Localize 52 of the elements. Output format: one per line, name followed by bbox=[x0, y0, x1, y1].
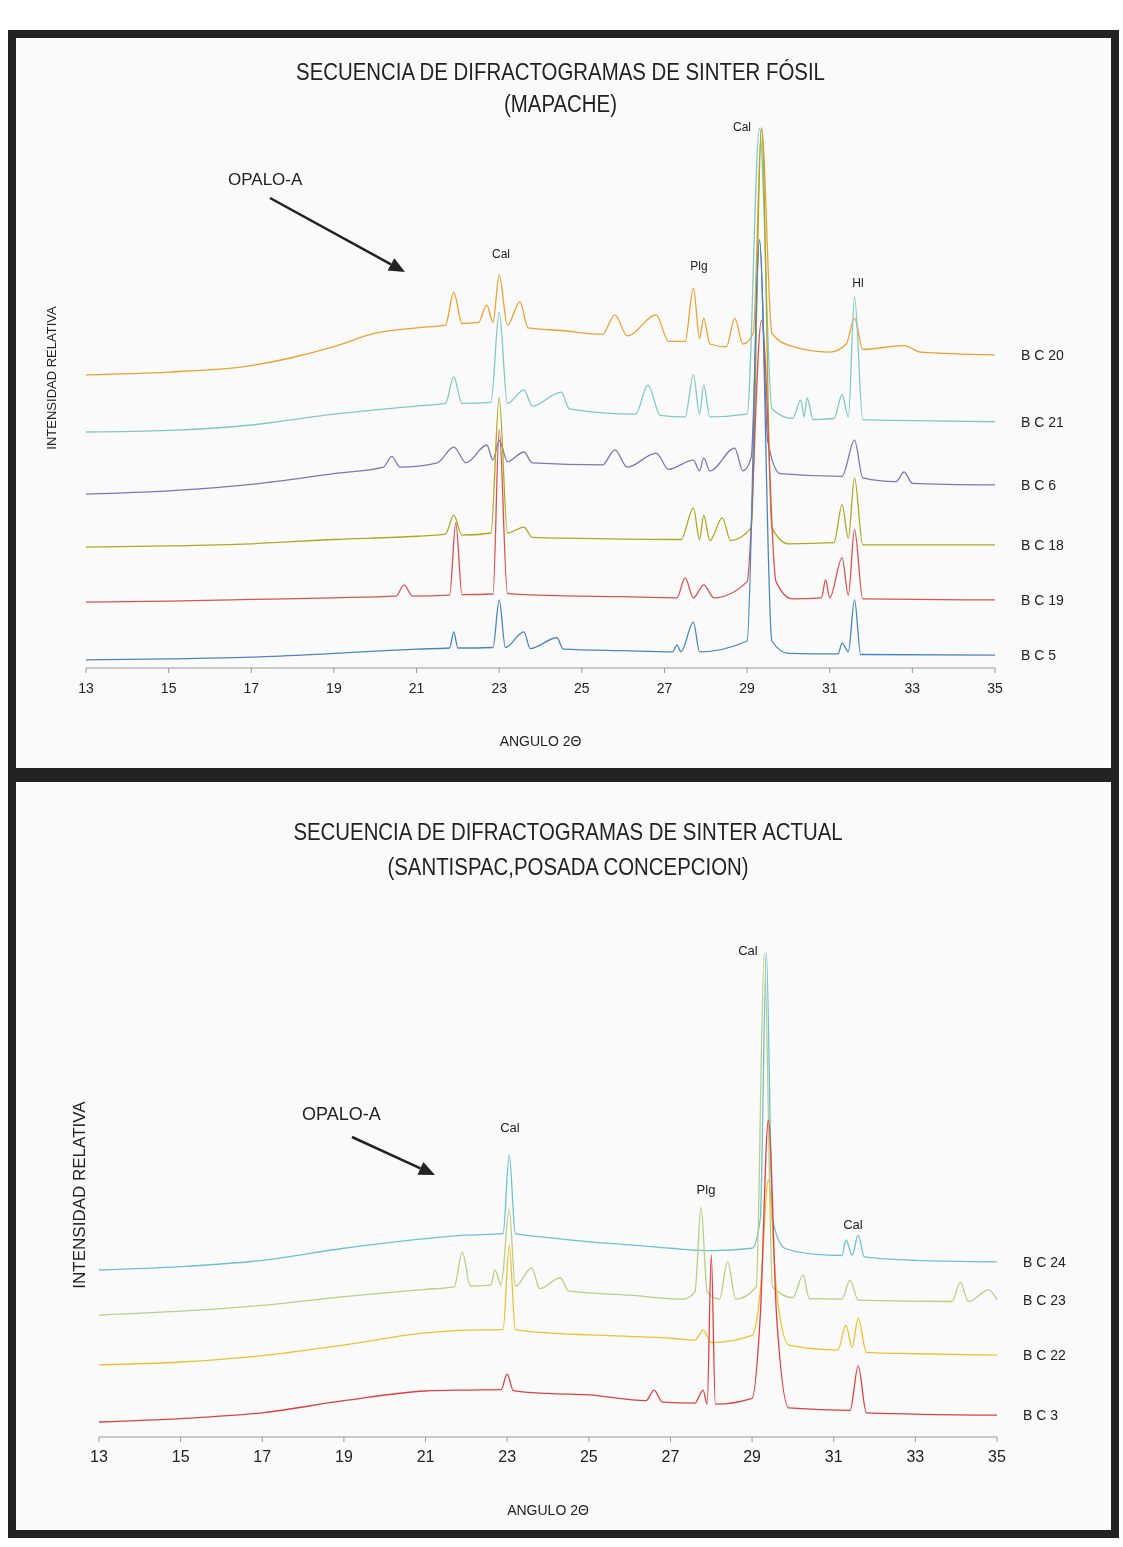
y-axis-title: INTENSIDAD RELATIVA bbox=[44, 306, 59, 450]
x-tick-label: 23 bbox=[491, 680, 508, 696]
x-tick-label: 31 bbox=[821, 680, 838, 696]
annotation: Plg bbox=[696, 1182, 716, 1197]
chart-title: SECUENCIA DE DIFRACTOGRAMAS DE SINTER FÓSIL bbox=[296, 58, 825, 86]
annotation: Cal bbox=[732, 120, 752, 134]
x-axis-title: ANGULO 2Θ bbox=[499, 733, 582, 749]
annotation: OPALO-A bbox=[302, 1104, 381, 1124]
x-tick-label: 27 bbox=[661, 1448, 680, 1465]
annotation: Cal bbox=[491, 247, 511, 261]
y-axis-title: INTENSIDAD RELATIVA bbox=[70, 1100, 89, 1289]
x-tick-label: 19 bbox=[326, 680, 342, 696]
x-tick-label: 33 bbox=[906, 1448, 925, 1465]
x-tick-label: 35 bbox=[988, 1448, 1006, 1465]
chart-title: SECUENCIA DE DIFRACTOGRAMAS DE SINTER ACTUAL bbox=[293, 818, 843, 846]
series-label: B C 19 bbox=[1021, 591, 1065, 608]
series-label: B C 5 bbox=[1021, 647, 1057, 664]
x-tick-label: 25 bbox=[579, 1448, 598, 1465]
x-tick-label: 29 bbox=[739, 680, 756, 696]
series-label: B C 23 bbox=[1023, 1292, 1067, 1309]
series-label: B C 22 bbox=[1023, 1347, 1067, 1364]
x-tick-label: 21 bbox=[416, 1448, 435, 1465]
annotation: Hl bbox=[852, 276, 864, 290]
series-label: B C 3 bbox=[1023, 1407, 1059, 1424]
x-tick-label: 13 bbox=[90, 1448, 108, 1465]
series-label: B C 24 bbox=[1023, 1253, 1067, 1270]
x-tick-label: 25 bbox=[574, 680, 590, 696]
series-label: B C 18 bbox=[1021, 536, 1065, 553]
x-tick-label: 19 bbox=[335, 1448, 353, 1465]
chart-subtitle: (SANTISPAC,POSADA CONCEPCION) bbox=[387, 853, 749, 881]
series-label: B C 20 bbox=[1021, 346, 1065, 363]
x-tick-label: 33 bbox=[904, 680, 921, 696]
x-tick-label: 29 bbox=[743, 1448, 762, 1465]
x-tick-label: 15 bbox=[160, 680, 177, 696]
annotation: OPALO-A bbox=[228, 170, 303, 189]
series-label: B C 6 bbox=[1021, 476, 1057, 493]
x-tick-label: 15 bbox=[171, 1448, 190, 1465]
annotation: Cal bbox=[843, 1217, 863, 1232]
annotation: Cal bbox=[500, 1120, 520, 1135]
annotation: Cal bbox=[738, 943, 758, 958]
annotation: Plg bbox=[690, 259, 708, 273]
chart-subtitle: (MAPACHE) bbox=[504, 90, 617, 118]
x-tick-label: 35 bbox=[987, 680, 1003, 696]
x-tick-label: 31 bbox=[824, 1448, 843, 1465]
x-tick-label: 17 bbox=[253, 1448, 272, 1465]
x-tick-label: 27 bbox=[656, 680, 673, 696]
x-axis-title: ANGULO 2Θ bbox=[507, 1502, 589, 1518]
x-tick-label: 13 bbox=[78, 680, 94, 696]
x-tick-label: 17 bbox=[243, 680, 260, 696]
x-tick-label: 23 bbox=[498, 1448, 517, 1465]
series-label: B C 21 bbox=[1021, 413, 1065, 430]
x-tick-label: 21 bbox=[408, 680, 425, 696]
